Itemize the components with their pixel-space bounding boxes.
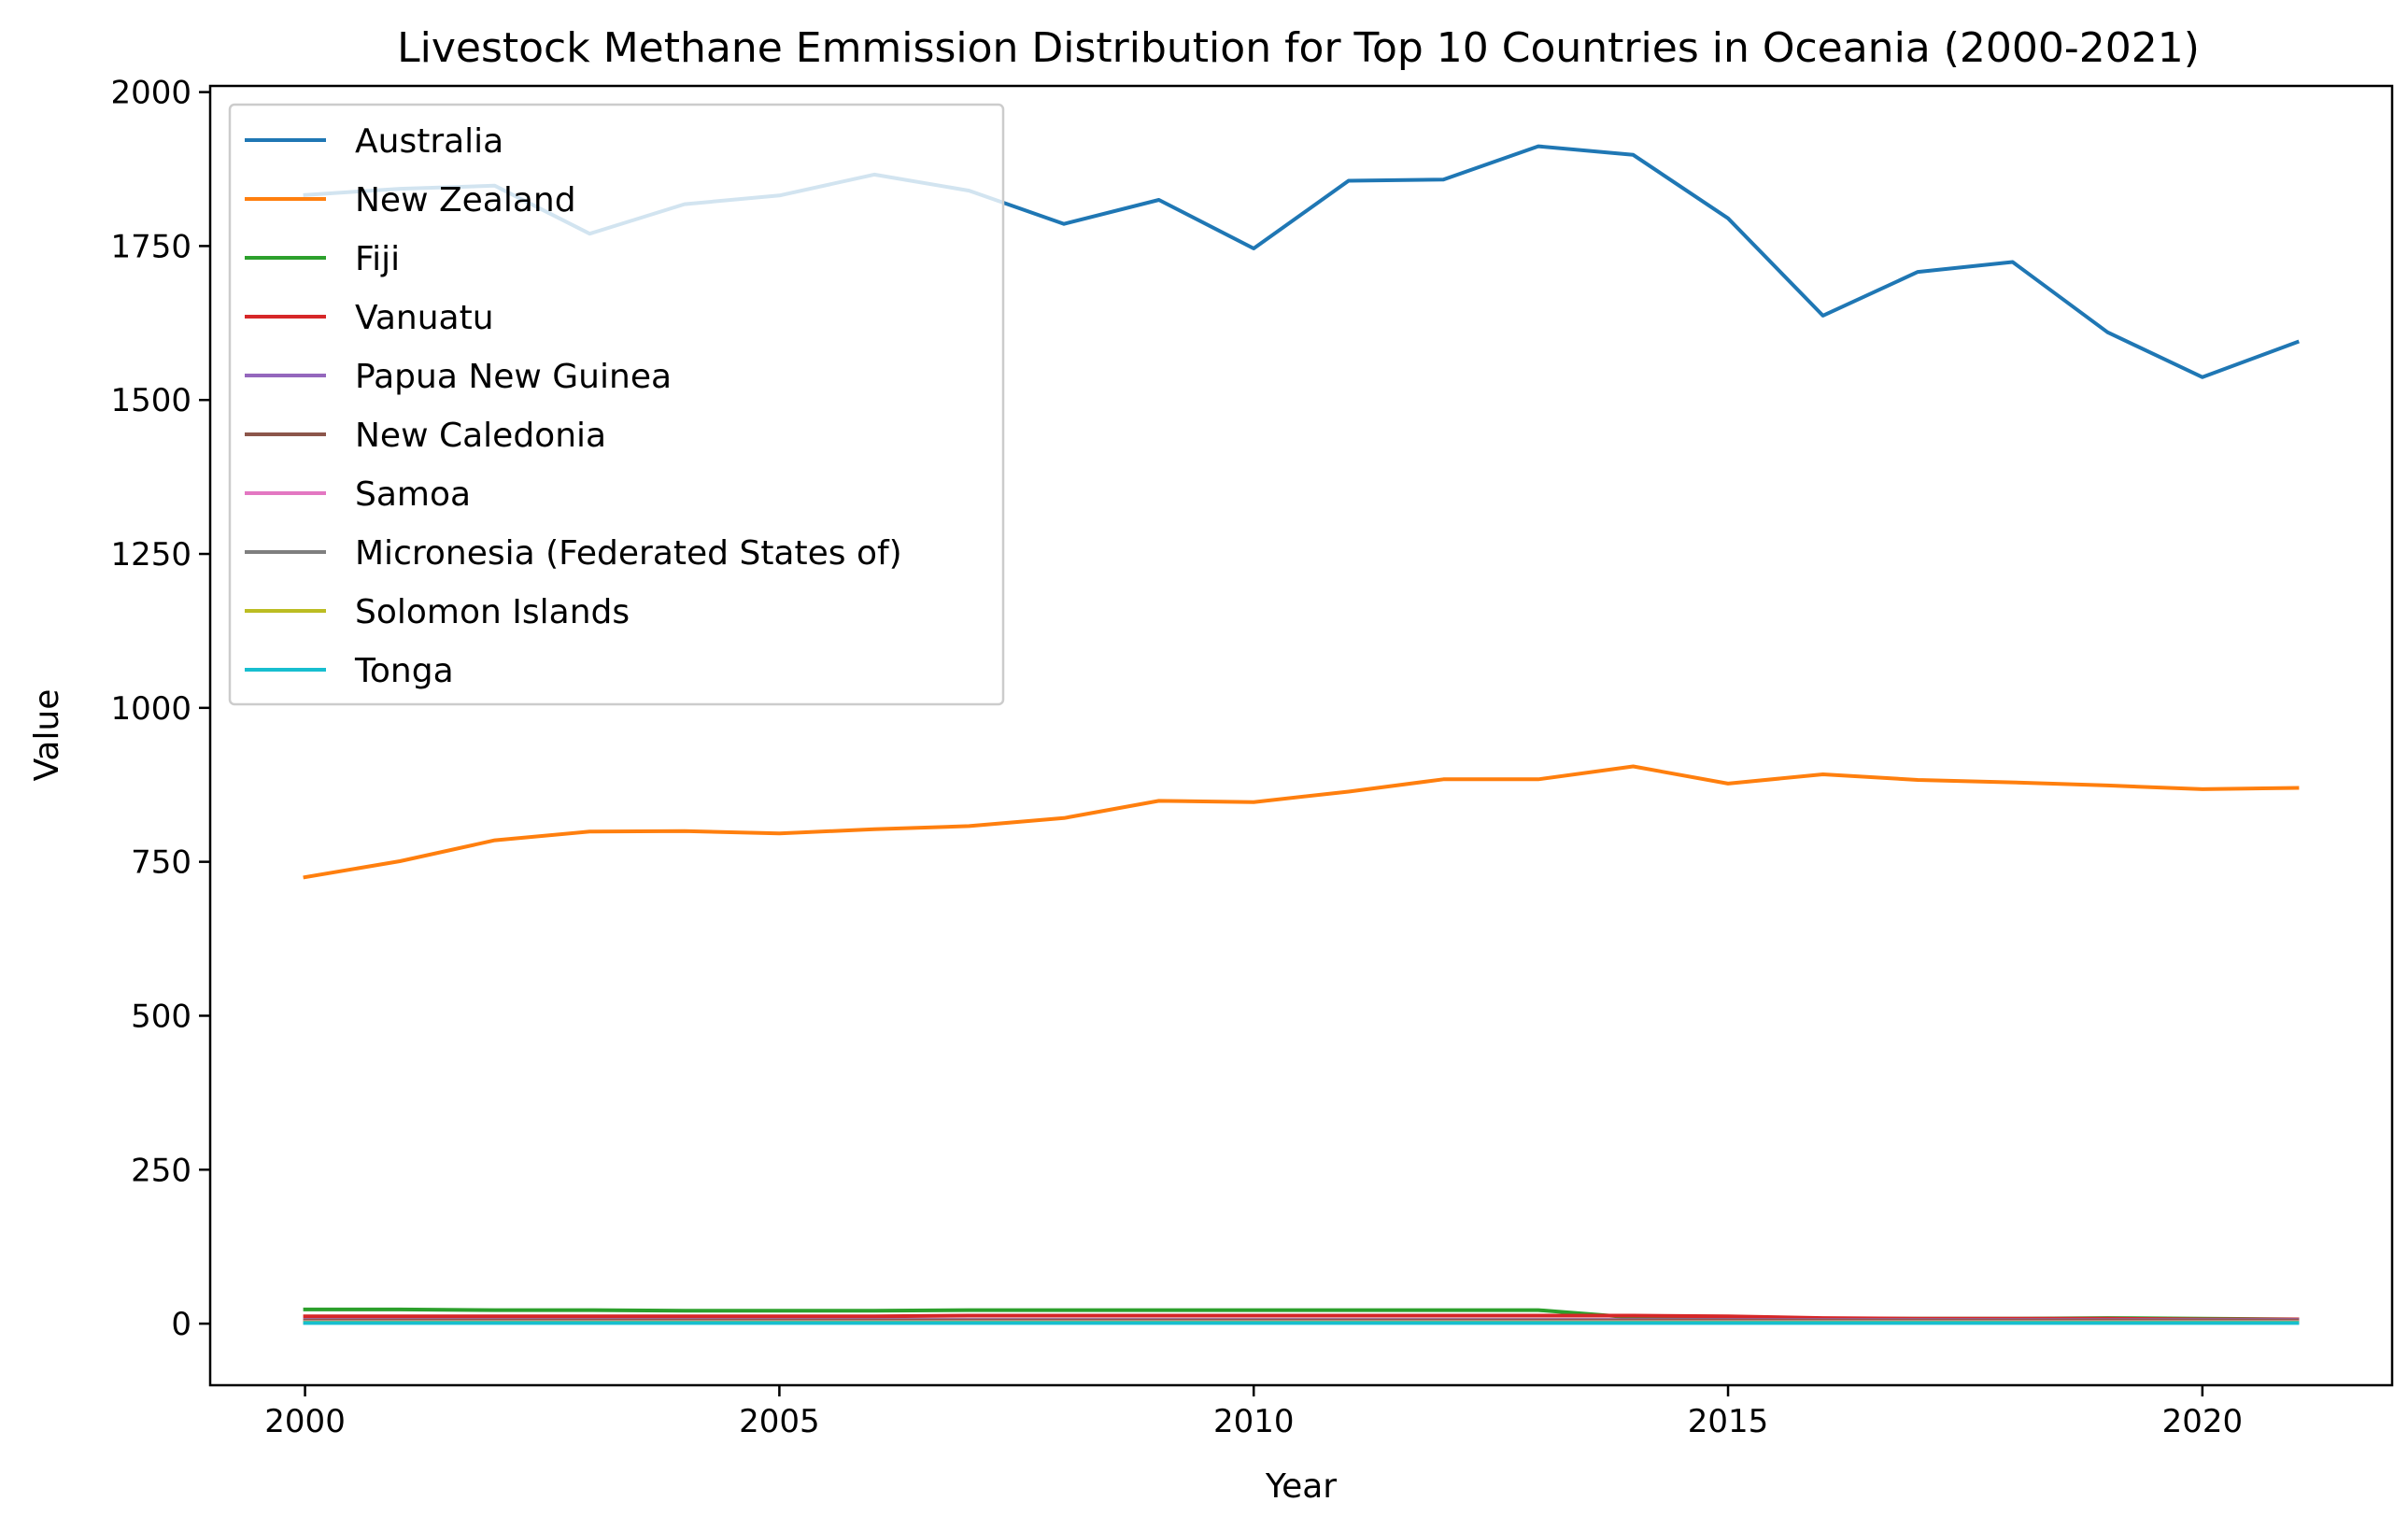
- y-tick-label: 750: [131, 844, 191, 882]
- x-axis-title: Year: [1265, 1467, 1337, 1506]
- legend-box: [228, 103, 1005, 706]
- x-tick-label: 2010: [1213, 1403, 1295, 1440]
- legend-label: Vanuatu: [355, 299, 494, 337]
- legend: Australia New Zealand Fiji Vanuatu Papua New…: [228, 103, 1005, 706]
- series-layer: [303, 144, 2300, 1325]
- legend-label: Fiji: [355, 240, 400, 278]
- axes-layer: 2000 2005 2010 2015 2020 0 250 500 750 1000 1250 15…: [110, 75, 2243, 1440]
- y-axis-title: Value: [28, 689, 66, 782]
- legend-label: Tonga: [354, 652, 454, 690]
- x-tick-label: 2005: [739, 1403, 820, 1440]
- x-tick-label: 2000: [264, 1403, 346, 1440]
- y-tick-label: 1000: [110, 690, 191, 728]
- x-tick-label: 2020: [2162, 1403, 2244, 1440]
- y-tick-label: 1750: [110, 228, 191, 265]
- series-line-new-zealand: [303, 764, 2300, 880]
- y-tick-label: 500: [131, 998, 191, 1035]
- legend-label: New Zealand: [355, 181, 576, 220]
- legend-label: Papua New Guinea: [355, 358, 672, 396]
- y-tick-label: 1500: [110, 382, 191, 419]
- plot-frame: [208, 84, 2394, 1387]
- chart-title: Livestock Methane Emmission Distribution…: [397, 24, 2200, 72]
- legend-label: Australia: [355, 122, 503, 161]
- legend-label: Micronesia (Federated States of): [355, 534, 902, 573]
- y-tick-label: 0: [171, 1306, 191, 1343]
- y-tick-label: 250: [131, 1152, 191, 1189]
- x-tick-label: 2015: [1688, 1403, 1769, 1440]
- legend-label: New Caledonia: [355, 417, 606, 455]
- y-tick-label: 2000: [110, 75, 191, 112]
- y-tick-label: 1250: [110, 536, 191, 574]
- legend-label: Samoa: [355, 475, 471, 514]
- legend-label: Solomon Islands: [355, 593, 630, 631]
